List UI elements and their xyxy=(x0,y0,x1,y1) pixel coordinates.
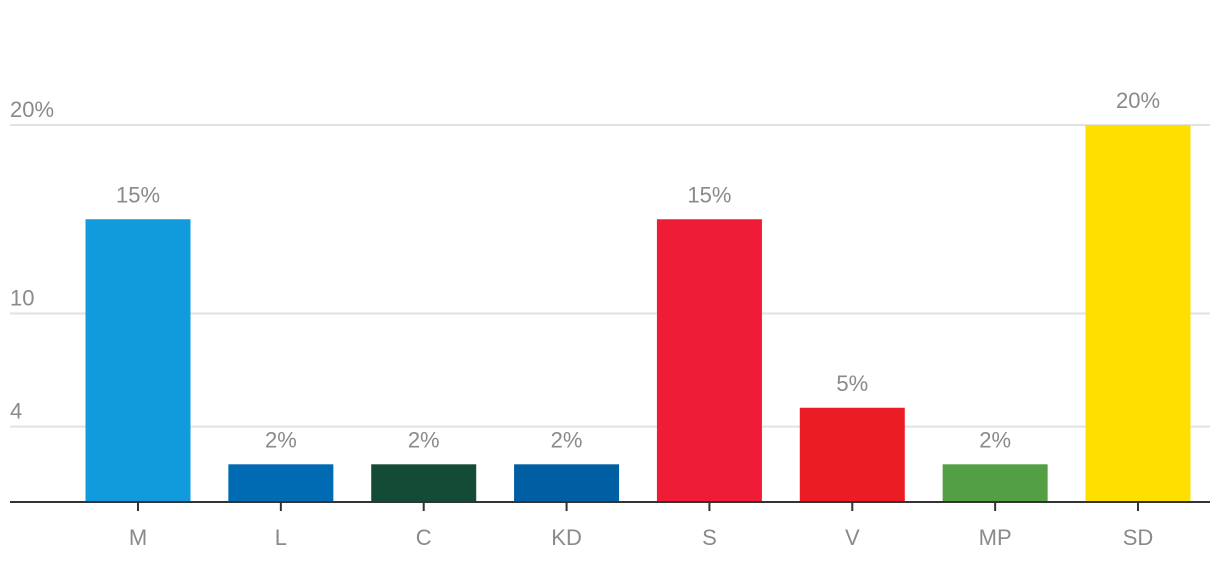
bar-c xyxy=(371,464,477,502)
x-tick-label: KD xyxy=(551,525,582,550)
data-label: 15% xyxy=(116,182,160,207)
bar-s xyxy=(656,219,762,502)
data-label: 20% xyxy=(1116,88,1160,113)
data-label: 2% xyxy=(408,427,440,452)
bars: 15% 2% 2% 2% 15% 5% 2% 20% xyxy=(85,88,1191,502)
data-label: 5% xyxy=(836,371,868,396)
x-tick-label: MP xyxy=(979,525,1012,550)
bar-v xyxy=(799,407,905,502)
data-label: 2% xyxy=(551,427,583,452)
y-tick-label: 10 xyxy=(10,286,34,311)
bar-mp xyxy=(942,464,1048,502)
data-label: 2% xyxy=(265,427,297,452)
x-tick-label: C xyxy=(416,525,432,550)
bar-kd xyxy=(514,464,620,502)
bar-sd xyxy=(1085,125,1191,502)
bar-m xyxy=(85,219,191,502)
bar-l xyxy=(228,464,334,502)
data-label: 2% xyxy=(979,427,1011,452)
y-axis-ticks: 4 10 20% xyxy=(10,97,54,424)
x-tick-label: L xyxy=(275,525,287,550)
x-axis-ticks: M L C KD S V MP SD xyxy=(129,502,1153,550)
gridlines xyxy=(10,124,1210,428)
x-tick-label: M xyxy=(129,525,147,550)
data-label: 15% xyxy=(687,182,731,207)
x-tick-label: S xyxy=(702,525,717,550)
x-tick-label: V xyxy=(845,525,860,550)
y-tick-label: 4 xyxy=(10,399,22,424)
x-tick-label: SD xyxy=(1123,525,1154,550)
y-tick-label: 20% xyxy=(10,97,54,122)
